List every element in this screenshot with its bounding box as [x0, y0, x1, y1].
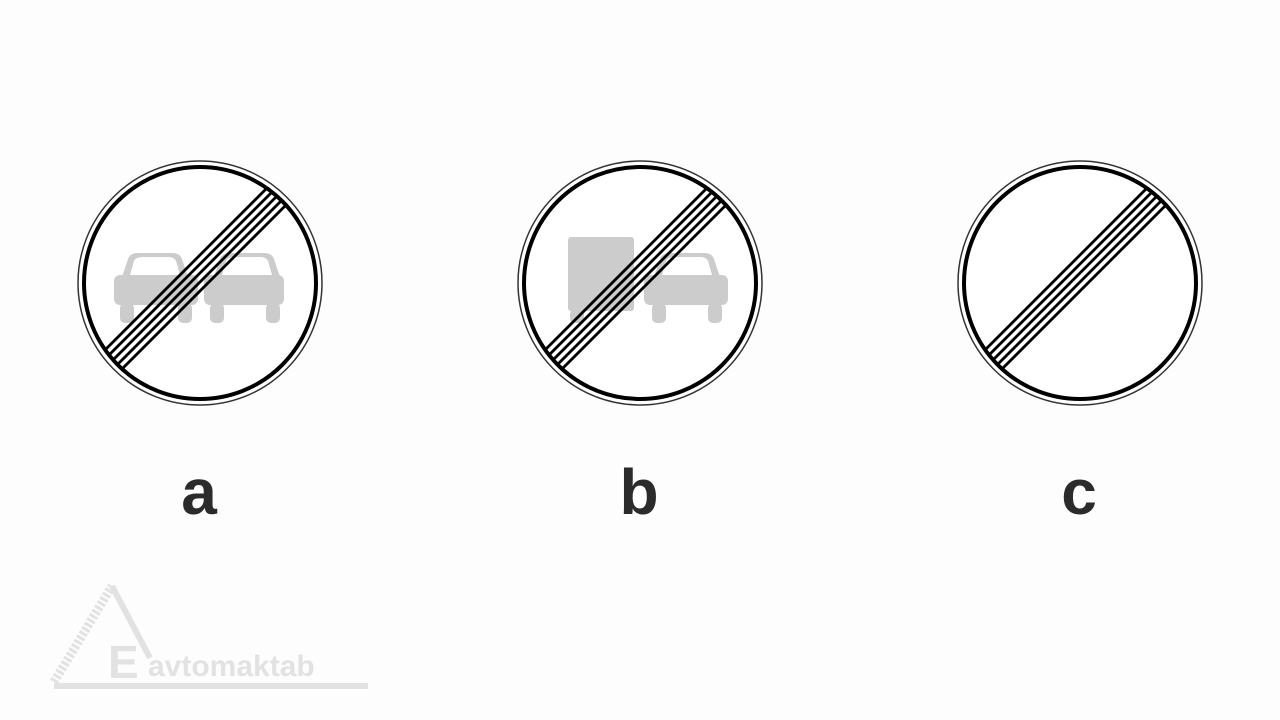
- avtomaktab-watermark: E avtomaktab: [46, 578, 376, 694]
- watermark-text: avtomaktab: [148, 650, 315, 683]
- end-of-no-overtaking-by-trucks-icon: [517, 160, 763, 406]
- diagonal-stripes: [103, 186, 287, 370]
- option-b-label[interactable]: b: [619, 456, 659, 528]
- option-a-label[interactable]: a: [181, 456, 217, 528]
- option-c-label[interactable]: c: [1061, 456, 1097, 528]
- option-a-sign[interactable]: [76, 159, 324, 407]
- end-of-all-restrictions-icon: [957, 160, 1203, 406]
- option-c-sign[interactable]: [956, 159, 1204, 407]
- truck-icon: [568, 237, 634, 323]
- option-b-sign[interactable]: [516, 159, 764, 407]
- avtomaktab-logo-icon: E avtomaktab: [50, 583, 368, 689]
- diagonal-stripes: [543, 186, 727, 370]
- watermark-letter: E: [108, 636, 139, 688]
- diagonal-stripes: [983, 186, 1167, 370]
- end-of-no-overtaking-icon: [77, 160, 323, 406]
